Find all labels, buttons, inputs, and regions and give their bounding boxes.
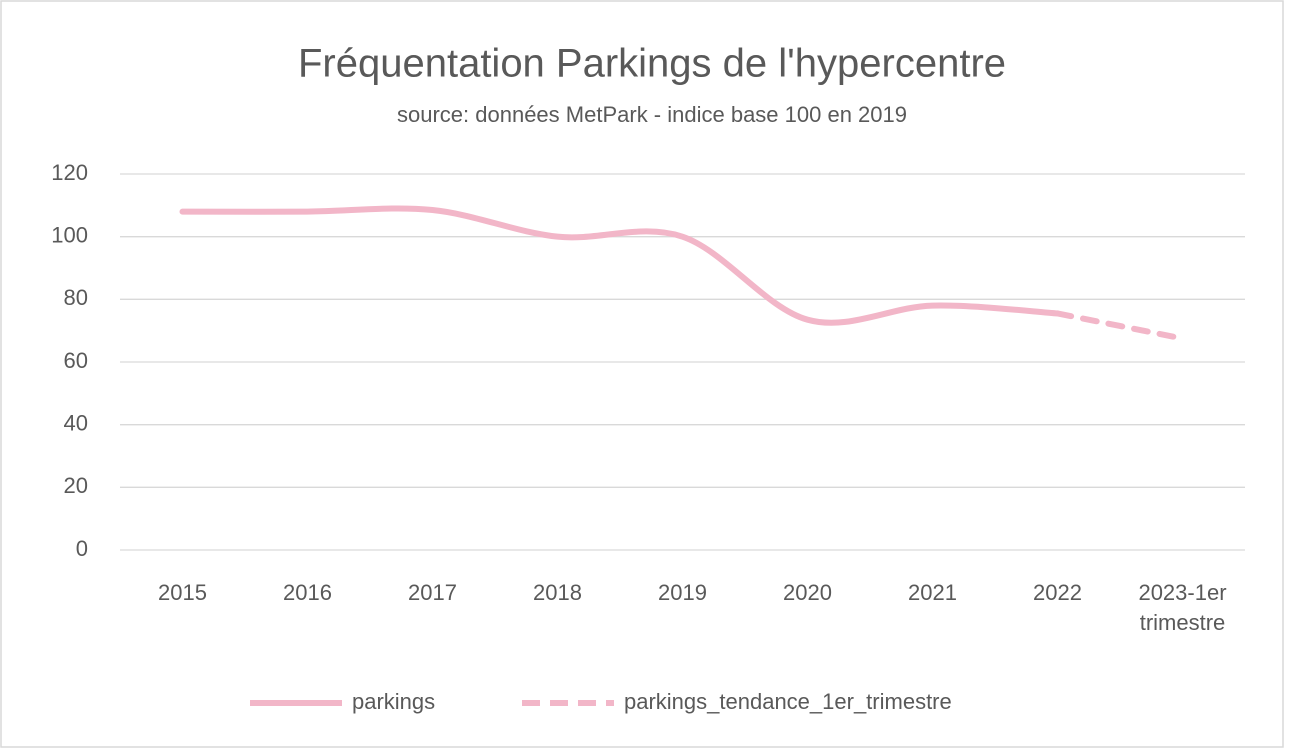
y-tick-label: 60 (64, 348, 88, 373)
x-tick-label: 2020 (783, 580, 832, 605)
x-tick-label: 2018 (533, 580, 582, 605)
x-tick-label: 2022 (1033, 580, 1082, 605)
y-tick-label: 0 (76, 536, 88, 561)
x-tick-label: 2017 (408, 580, 457, 605)
x-tick-label: 2023-1er trimestre (1138, 580, 1227, 635)
x-tick-label: 2021 (908, 580, 957, 605)
legend-label: parkings_tendance_1er_trimestre (624, 689, 952, 714)
x-tick-label: 2016 (283, 580, 332, 605)
series-line (179, 205, 1061, 326)
series-line (1054, 310, 1186, 342)
y-tick-label: 80 (64, 285, 88, 310)
y-tick-label: 120 (51, 160, 88, 185)
legend-label: parkings (352, 689, 435, 714)
x-tick-label: 2019 (658, 580, 707, 605)
chart-subtitle: source: données MetPark - indice base 10… (397, 102, 907, 127)
y-tick-label: 100 (51, 222, 88, 247)
y-tick-label: 20 (64, 473, 88, 498)
chart-title: Fréquentation Parkings de l'hypercentre (298, 42, 1006, 86)
x-tick-label: 2015 (158, 580, 207, 605)
y-tick-label: 40 (64, 410, 88, 435)
